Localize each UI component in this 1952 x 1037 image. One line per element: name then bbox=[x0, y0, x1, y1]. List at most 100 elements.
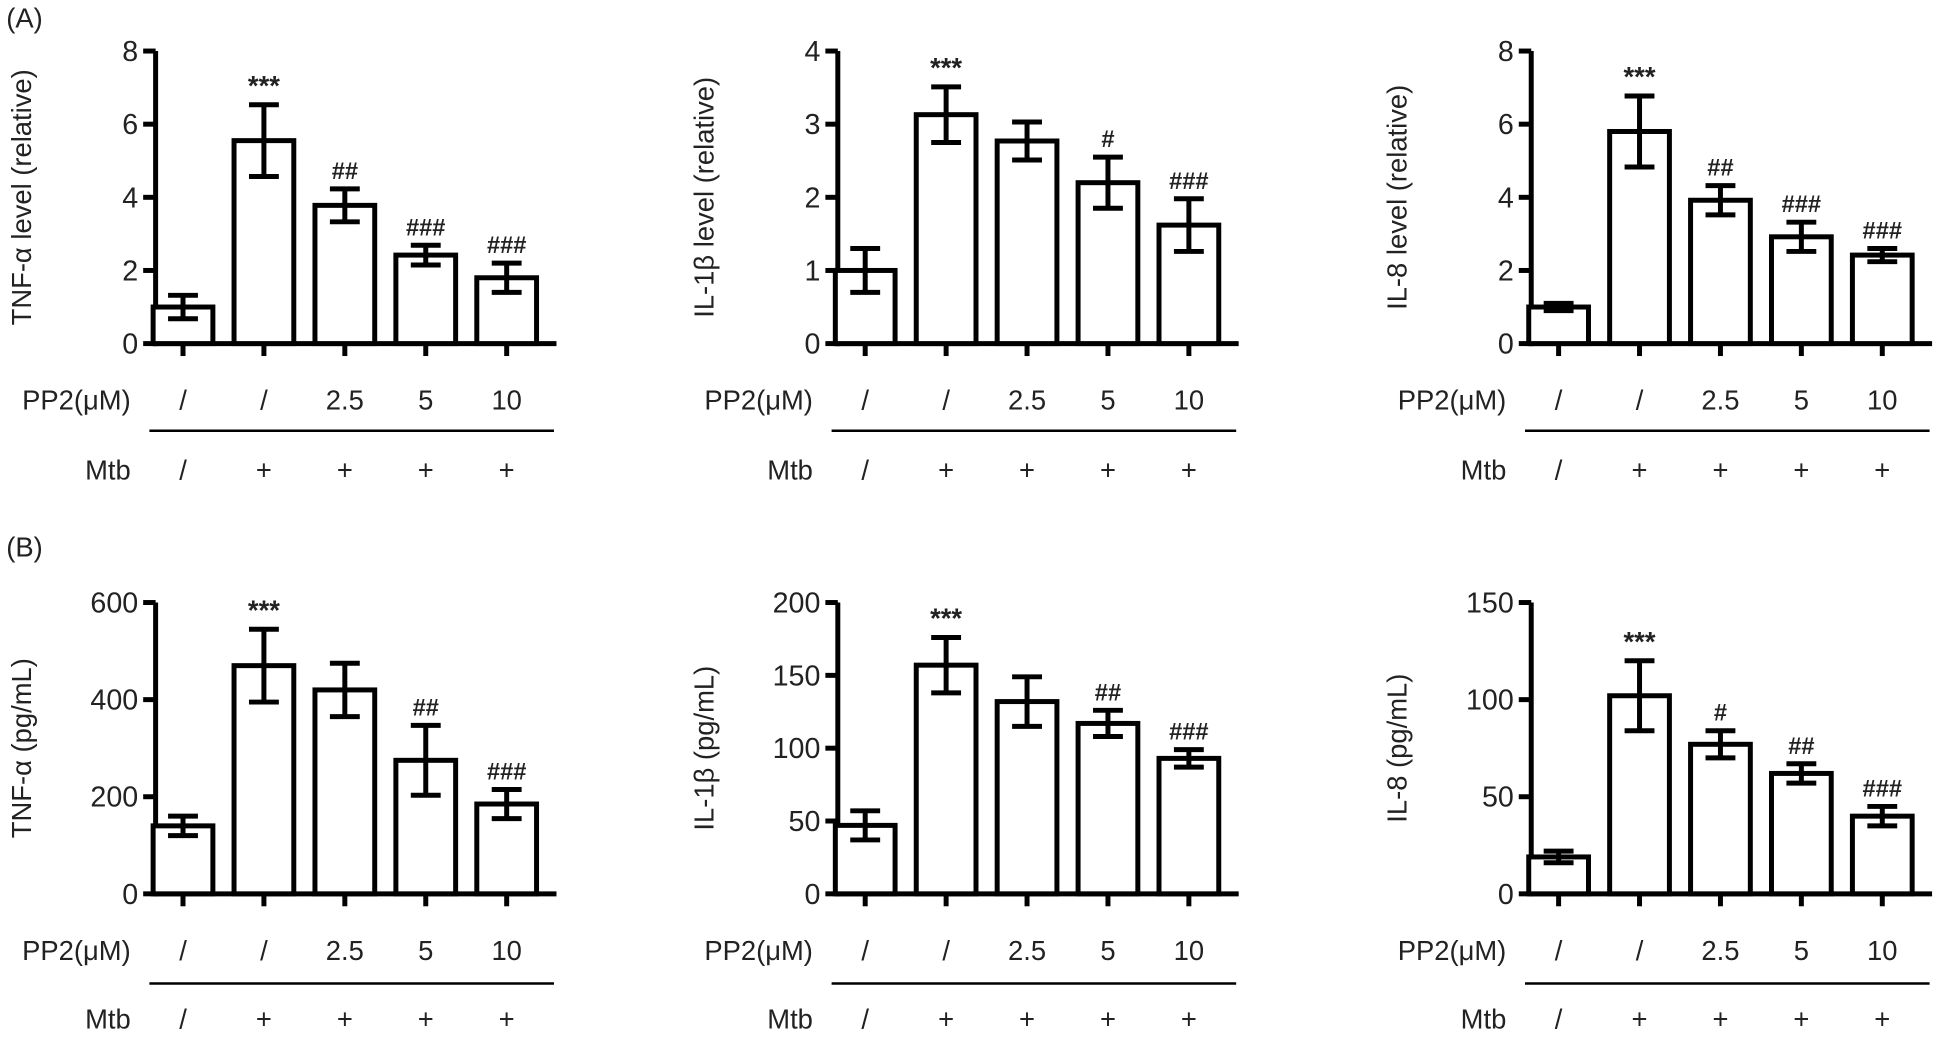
pp2-value: 10 bbox=[491, 385, 521, 416]
y-tick-label: 0 bbox=[122, 329, 138, 361]
mtb-row-label: Mtb bbox=[767, 454, 813, 485]
mtb-value: + bbox=[1100, 1003, 1116, 1034]
pp2-value: 5 bbox=[1100, 935, 1115, 966]
significance-annotation: ## bbox=[1788, 734, 1814, 760]
chart-4: TNF-α (pg/mL) 0 200 400 600 PP2(μM) Mtb / / *** / +… bbox=[6, 587, 557, 1034]
bar bbox=[1156, 755, 1222, 897]
y-axis-label: IL-1β level (relative) bbox=[688, 77, 719, 318]
pp2-row-label: PP2(μM) bbox=[1398, 935, 1507, 966]
pp2-value: 10 bbox=[491, 935, 521, 966]
significance-annotation: *** bbox=[930, 603, 962, 634]
y-tick-label: 200 bbox=[90, 782, 138, 814]
mtb-value: / bbox=[861, 1003, 869, 1034]
pp2-value: 5 bbox=[1100, 385, 1115, 416]
bar bbox=[312, 687, 378, 897]
y-tick-label: 150 bbox=[773, 660, 821, 692]
pp2-row-label: PP2(μM) bbox=[1398, 385, 1507, 416]
y-tick-label: 6 bbox=[1498, 109, 1514, 141]
y-axis-label: IL-8 (pg/mL) bbox=[1382, 674, 1413, 823]
mtb-value: + bbox=[337, 1003, 353, 1034]
y-tick-label: 0 bbox=[804, 329, 820, 361]
pp2-value: / bbox=[260, 385, 268, 416]
significance-annotation: ### bbox=[406, 215, 445, 241]
y-tick-label: 0 bbox=[1498, 329, 1514, 361]
y-tick-label: 8 bbox=[122, 36, 138, 68]
bar bbox=[1688, 741, 1753, 897]
significance-annotation: ### bbox=[1169, 720, 1208, 746]
pp2-row-label: PP2(μM) bbox=[22, 935, 131, 966]
significance-annotation: *** bbox=[248, 70, 280, 101]
chart-3: IL-8 level (relative) 0 2 4 6 8 PP2(μM) Mtb / / **… bbox=[1382, 36, 1933, 485]
significance-annotation: ### bbox=[1863, 776, 1902, 802]
y-tick-label: 3 bbox=[804, 109, 820, 141]
mtb-value: / bbox=[179, 454, 187, 485]
y-tick-label: 8 bbox=[1498, 36, 1514, 68]
y-tick-label: 6 bbox=[122, 109, 138, 141]
mtb-value: + bbox=[1019, 1003, 1035, 1034]
y-tick-label: 2 bbox=[122, 255, 138, 287]
significance-annotation: ### bbox=[487, 759, 526, 785]
mtb-value: + bbox=[938, 454, 954, 485]
bar bbox=[1769, 770, 1834, 897]
pp2-value: 2.5 bbox=[1701, 935, 1739, 966]
pp2-value: / bbox=[179, 385, 187, 416]
significance-annotation: # bbox=[1101, 127, 1114, 153]
mtb-value: + bbox=[499, 454, 515, 485]
mtb-value: / bbox=[179, 1003, 187, 1034]
y-tick-label: 0 bbox=[122, 879, 138, 911]
significance-annotation: *** bbox=[1624, 626, 1656, 657]
pp2-row-label: PP2(μM) bbox=[704, 385, 813, 416]
panel-label-a: (A) bbox=[6, 2, 42, 33]
pp2-value: 5 bbox=[418, 935, 433, 966]
significance-annotation: *** bbox=[930, 52, 962, 83]
mtb-value: + bbox=[1632, 454, 1648, 485]
pp2-value: / bbox=[861, 385, 869, 416]
bar bbox=[994, 138, 1060, 347]
y-tick-label: 0 bbox=[804, 879, 820, 911]
bar bbox=[1688, 197, 1753, 347]
y-tick-label: 2 bbox=[804, 182, 820, 214]
bar bbox=[312, 202, 378, 347]
pp2-value: / bbox=[942, 385, 950, 416]
pp2-value: / bbox=[861, 935, 869, 966]
mtb-value: / bbox=[1555, 454, 1563, 485]
y-tick-label: 50 bbox=[789, 806, 821, 838]
mtb-value: + bbox=[1100, 454, 1116, 485]
y-tick-label: 100 bbox=[773, 733, 821, 765]
mtb-value: + bbox=[418, 454, 434, 485]
pp2-value: 2.5 bbox=[326, 385, 364, 416]
pp2-value: 2.5 bbox=[326, 935, 364, 966]
chart-5: IL-1β (pg/mL) 0 50 100 150 200 PP2(μM) Mtb / / ***… bbox=[688, 587, 1239, 1034]
significance-annotation: ### bbox=[487, 233, 526, 259]
mtb-value: + bbox=[1712, 1003, 1728, 1034]
pp2-value: 5 bbox=[1794, 935, 1809, 966]
mtb-value: + bbox=[1181, 1003, 1197, 1034]
pp2-value: 2.5 bbox=[1008, 935, 1046, 966]
mtb-value: + bbox=[1874, 454, 1890, 485]
mtb-value: + bbox=[938, 1003, 954, 1034]
bar bbox=[913, 662, 979, 897]
significance-annotation: ### bbox=[1863, 219, 1902, 245]
mtb-row-label: Mtb bbox=[1461, 454, 1507, 485]
pp2-row-label: PP2(μM) bbox=[22, 385, 131, 416]
y-axis-label: IL-1β (pg/mL) bbox=[688, 666, 719, 831]
bar bbox=[1607, 693, 1672, 897]
y-tick-label: 0 bbox=[1498, 879, 1514, 911]
mtb-row-label: Mtb bbox=[1461, 1003, 1507, 1034]
pp2-value: 10 bbox=[1867, 385, 1897, 416]
chart-1: TNF-α level (relative) 0 2 4 6 8 PP2(μM) Mtb / / *… bbox=[6, 36, 557, 485]
mtb-value: + bbox=[256, 454, 272, 485]
pp2-value: / bbox=[1555, 935, 1563, 966]
bar bbox=[393, 252, 459, 347]
chart-2: IL-1β level (relative) 0 1 2 3 4 PP2(μM) Mtb / / *… bbox=[688, 36, 1239, 485]
pp2-value: 2.5 bbox=[1008, 385, 1046, 416]
pp2-value: / bbox=[1636, 935, 1644, 966]
bar bbox=[994, 699, 1060, 897]
mtb-value: + bbox=[337, 454, 353, 485]
mtb-value: + bbox=[1793, 454, 1809, 485]
significance-annotation: *** bbox=[248, 594, 280, 625]
pp2-value: / bbox=[1555, 385, 1563, 416]
mtb-value: + bbox=[499, 1003, 515, 1034]
bar bbox=[1075, 720, 1141, 897]
